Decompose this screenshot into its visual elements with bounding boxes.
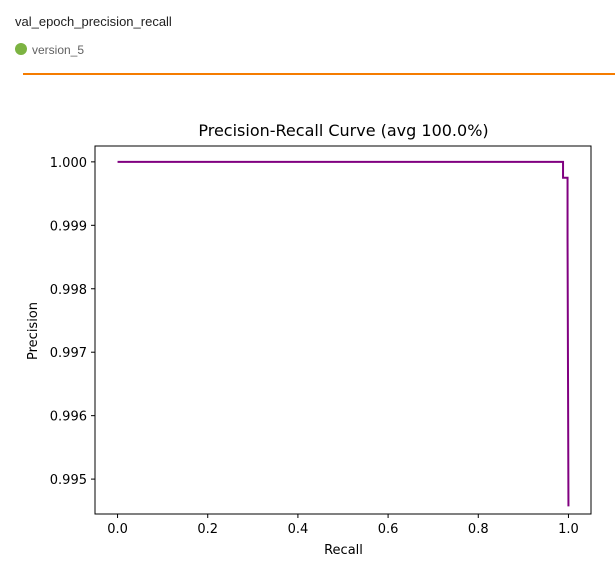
chart-title: Precision-Recall Curve (avg 100.0%)	[198, 121, 488, 140]
run-color-dot	[15, 43, 27, 55]
card-title: val_epoch_precision_recall	[15, 14, 172, 29]
x-axis-label: Recall	[324, 543, 363, 558]
x-tick-label: 0.8	[468, 522, 489, 537]
run-label: version_5	[32, 43, 85, 57]
plot-area: 0.0 0.2 0.4 0.6 0.8 1.0 0.995 0.996 0.997 0.998 0.…	[50, 145, 592, 537]
y-tick-label: 0.995	[50, 473, 87, 488]
y-tick-label: 0.999	[50, 219, 87, 234]
y-tick-label: 0.997	[50, 346, 87, 361]
y-tick-label: 1.000	[50, 156, 87, 171]
x-tick-label: 0.4	[288, 522, 309, 537]
card-divider	[23, 73, 615, 75]
x-tick-label: 0.6	[378, 522, 399, 537]
y-tick-label: 0.998	[50, 283, 87, 298]
plot-frame	[94, 145, 592, 515]
run-legend: version_5	[15, 41, 84, 57]
y-axis-label: Precision	[26, 302, 41, 360]
x-tick-label: 1.0	[558, 522, 579, 537]
x-tick-label: 0.2	[197, 522, 218, 537]
pr-curve-line	[117, 160, 570, 507]
y-tick-label: 0.996	[50, 410, 87, 425]
x-tick-label: 0.0	[107, 522, 128, 537]
